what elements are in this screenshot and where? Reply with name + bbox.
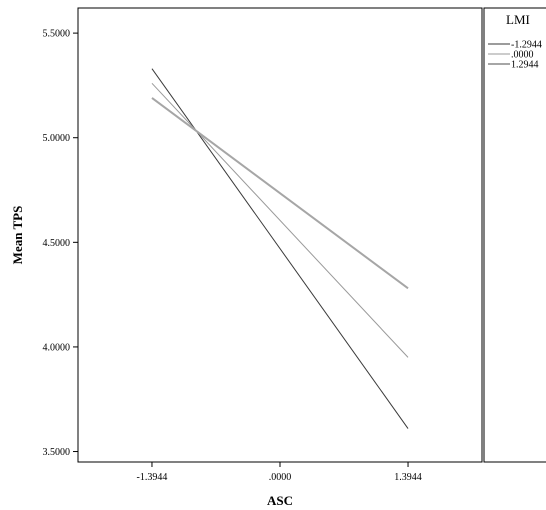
- y-axis: 3.5000 4.0000 4.5000 5.0000 5.5000: [43, 29, 78, 458]
- x-tick-label: .0000: [269, 472, 292, 483]
- legend-frame: [483, 7, 546, 463]
- x-axis: -1.3944 .0000 1.3944: [137, 462, 422, 483]
- x-tick-label: -1.3944: [137, 472, 168, 483]
- x-tick-label: 1.3944: [394, 472, 422, 483]
- legend-label: 1.2944: [511, 60, 539, 71]
- y-tick-label: 4.5000: [43, 238, 71, 249]
- y-tick-label: 4.0000: [43, 342, 71, 353]
- y-tick-label: 5.5000: [43, 29, 71, 40]
- y-axis-title: Mean TPS: [10, 206, 25, 265]
- plot-frame: [77, 7, 483, 463]
- legend-label: .0000: [511, 50, 534, 61]
- series-line: [151, 97, 409, 290]
- x-axis-title: ASC: [267, 493, 293, 508]
- series-lines: [151, 68, 409, 429]
- legend-title: LMI: [506, 12, 530, 27]
- y-tick-label: 3.5000: [43, 447, 71, 458]
- y-tick-label: 5.0000: [43, 133, 71, 144]
- legend-label: -1.2944: [511, 40, 542, 51]
